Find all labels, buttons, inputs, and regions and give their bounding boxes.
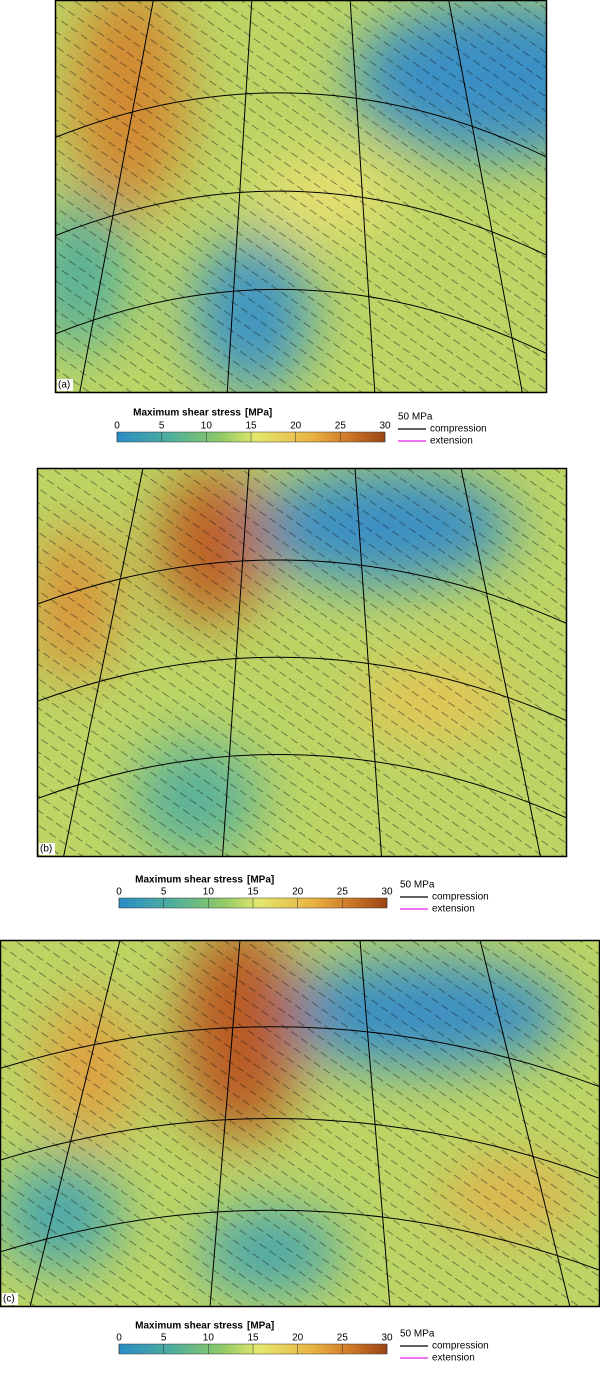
graticule bbox=[226, 0, 253, 393]
graticule bbox=[479, 940, 571, 1307]
graticule bbox=[349, 0, 376, 393]
colorbar-unit: [MPa] bbox=[247, 875, 274, 886]
legend-label: compression bbox=[430, 424, 487, 435]
colorbar-tick-label: 25 bbox=[337, 1333, 349, 1344]
colorbar-tick-label: 5 bbox=[161, 1333, 167, 1344]
colorbar-unit: [MPa] bbox=[245, 408, 272, 419]
map-panel bbox=[0, 940, 600, 1307]
graticule bbox=[37, 559, 567, 625]
colorbar-tick-label: 0 bbox=[116, 1333, 122, 1344]
graticule bbox=[460, 468, 541, 857]
legend-label: compression bbox=[432, 892, 489, 903]
panel-label-bg bbox=[57, 379, 73, 391]
legend-label: extension bbox=[430, 436, 473, 447]
legend-scale: 50 MPa bbox=[398, 412, 433, 423]
colorbar-tick-label: 25 bbox=[335, 421, 347, 432]
colorbar-tick-label: 0 bbox=[116, 887, 122, 898]
colorbar-unit: [MPa] bbox=[247, 1321, 274, 1332]
stress-ticks bbox=[37, 468, 567, 857]
colorbar-title: Maximum shear stress bbox=[135, 875, 243, 886]
legend-label: extension bbox=[432, 904, 475, 915]
graticule bbox=[448, 0, 523, 393]
graticule bbox=[79, 0, 154, 393]
colorbar-tick-label: 25 bbox=[337, 887, 349, 898]
graticule bbox=[37, 656, 567, 722]
legend-label: compression bbox=[432, 1341, 489, 1352]
graticule bbox=[359, 940, 391, 1307]
legend-scale: 50 MPa bbox=[400, 1329, 435, 1340]
stress-ticks bbox=[55, 0, 547, 393]
map-panel bbox=[55, 0, 547, 393]
colorbar-tick-label: 15 bbox=[245, 421, 257, 432]
colorbar-title: Maximum shear stress bbox=[135, 1321, 243, 1332]
colorbar-tick-label: 30 bbox=[381, 887, 393, 898]
graticule bbox=[29, 940, 121, 1307]
graticule bbox=[63, 468, 144, 857]
colorbar-tick-label: 20 bbox=[292, 1333, 304, 1344]
map-border bbox=[54, 0, 548, 394]
graticule bbox=[55, 92, 547, 158]
graticule bbox=[37, 753, 567, 819]
colorbar-tick-label: 10 bbox=[203, 1333, 215, 1344]
colorbar-tick-label: 0 bbox=[114, 421, 120, 432]
panel-label-bg bbox=[2, 1293, 18, 1305]
colorbar-tick-label: 15 bbox=[247, 887, 259, 898]
graticule bbox=[0, 1026, 600, 1088]
map-border bbox=[36, 467, 568, 858]
colorbar-tick-label: 20 bbox=[290, 421, 302, 432]
colorbar-tick-label: 5 bbox=[161, 887, 167, 898]
graticule bbox=[55, 190, 547, 256]
graticule bbox=[209, 940, 241, 1307]
graticule bbox=[354, 468, 382, 857]
graticule bbox=[55, 288, 547, 355]
graticule bbox=[222, 468, 250, 857]
legend-scale: 50 MPa bbox=[400, 880, 435, 891]
colorbar-tick-label: 20 bbox=[292, 887, 304, 898]
colorbar-title: Maximum shear stress bbox=[133, 408, 241, 419]
colorbar-tick-label: 15 bbox=[247, 1333, 259, 1344]
colorbar-tick-label: 30 bbox=[381, 1333, 393, 1344]
colorbar-tick-label: 10 bbox=[201, 421, 213, 432]
legend-label: extension bbox=[432, 1353, 475, 1364]
panel-label: (c) bbox=[3, 1294, 15, 1305]
colorbar-tick-label: 30 bbox=[379, 421, 391, 432]
colorbar-tick-label: 10 bbox=[203, 887, 215, 898]
panel-label: (b) bbox=[40, 844, 52, 855]
graticule bbox=[0, 1118, 600, 1180]
colorbar-tick-label: 5 bbox=[159, 421, 165, 432]
stress-ticks bbox=[0, 940, 600, 1307]
panel-label: (a) bbox=[58, 380, 70, 391]
graticule bbox=[0, 1209, 600, 1271]
panel-label-bg bbox=[39, 843, 55, 855]
map-panel bbox=[37, 468, 567, 857]
